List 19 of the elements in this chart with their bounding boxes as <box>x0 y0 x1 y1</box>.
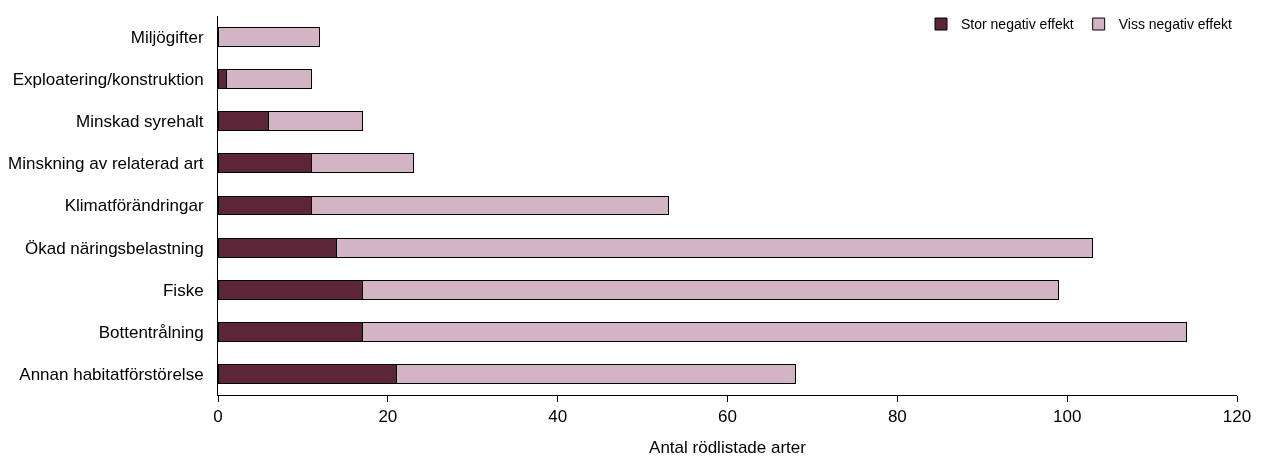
x-tick-label: 120 <box>1222 407 1252 427</box>
x-axis-title: Antal rödlistade arter <box>649 437 807 457</box>
y-tick-label: Minskning av relaterad art <box>8 154 204 174</box>
x-tick-label: 100 <box>1052 407 1082 427</box>
y-tick-label: Fiske <box>162 280 204 300</box>
x-tick-label: 80 <box>887 407 907 427</box>
legend-label: Stor negativ effekt <box>961 16 1074 33</box>
x-tick-label: 20 <box>378 407 398 427</box>
y-tick-label: Klimatförändringar <box>64 196 204 216</box>
y-tick-label: Ökad näringsbelastning <box>24 238 204 258</box>
y-tick-label: Bottentrålning <box>98 322 204 342</box>
x-tick-label: 40 <box>548 407 568 427</box>
x-tick-label: 0 <box>213 407 223 427</box>
y-tick-label: Minskad syrehalt <box>76 112 204 132</box>
x-tick-label: 60 <box>718 407 737 427</box>
y-tick-label: Exploatering/konstruktion <box>12 70 204 90</box>
y-tick-label: Miljögifter <box>130 28 204 48</box>
y-tick-label: Annan habitatförstörelse <box>19 364 204 384</box>
legend-label: Viss negativ effekt <box>1118 16 1232 33</box>
